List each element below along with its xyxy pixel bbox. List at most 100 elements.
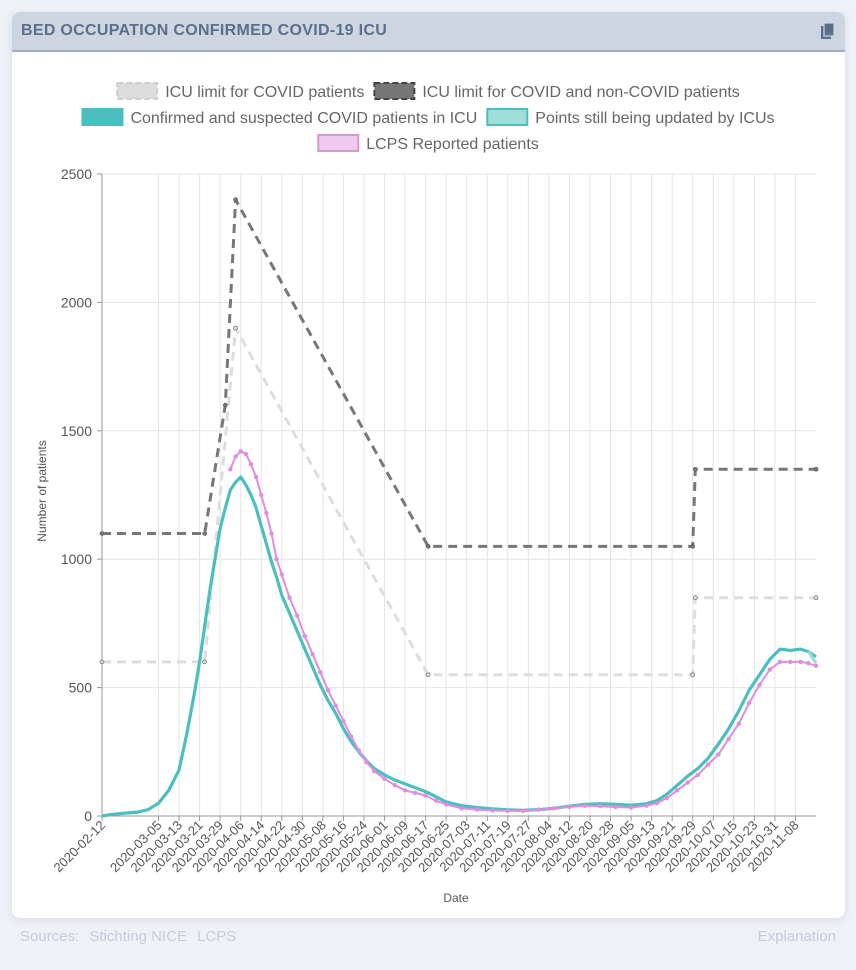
data-point [425,544,431,549]
data-point [692,595,698,601]
data-point [521,808,526,814]
chart-series [99,197,819,818]
data-point [202,659,207,665]
data-point [223,402,228,408]
legend-item[interactable]: Points still being updated by ICUs [486,108,775,127]
data-point [582,803,587,808]
footer: Sources: Stichting NICE LCPS Explanation [0,926,856,950]
data-point [813,663,819,668]
data-point [798,659,803,665]
data-point [777,659,783,665]
y-axis-label: Number of patients [35,440,49,541]
copy-icon[interactable] [819,22,837,40]
sources-label: Sources: [20,928,80,945]
data-point [233,325,238,331]
source-link-nice[interactable]: Stichting NICE [89,928,187,945]
data-point [628,805,634,810]
y-tick-label: 1500 [61,423,92,439]
data-point [325,688,331,693]
legend-swatch [81,108,124,126]
data-point [259,492,264,498]
data-point [726,736,731,742]
series-line [101,475,817,818]
data-point [253,474,259,480]
data-point [202,531,207,536]
data-point [238,449,243,454]
data-point [598,804,603,809]
data-point [233,454,238,459]
y-tick-label: 500 [69,680,93,696]
covid-limit-series [99,325,819,678]
legend-swatch [116,82,159,100]
data-point [243,451,248,457]
data-point [644,803,649,808]
data-point [287,595,292,600]
data-point [551,806,557,811]
data-point [425,672,431,678]
data-point [248,462,254,467]
y-tick-label: 0 [84,808,92,824]
data-point [413,790,418,796]
data-point [813,466,819,472]
data-point [690,672,696,678]
card-title: BED OCCUPATION CONFIRMED COVID-19 ICU [21,22,388,39]
data-point [348,734,354,739]
data-point [806,661,811,666]
data-point [692,466,698,472]
legend-item[interactable]: ICU limit for COVID and non-COVID patien… [373,82,740,101]
data-point [423,793,428,798]
data-point [690,544,696,549]
updating-points-series [806,650,818,665]
data-point [664,795,670,801]
data-point [382,776,387,781]
y-tick-label: 1000 [61,551,92,567]
data-point [459,806,464,811]
chart-axes: 2020-02-122020-03-052020-03-132020-03-21… [35,166,816,905]
data-point [295,613,300,618]
data-point [675,788,680,793]
data-point [99,531,105,536]
legend-swatch [373,82,416,100]
data-point [767,667,772,672]
y-tick-label: 2000 [61,294,92,310]
series-line [806,650,818,665]
legend-label: LCPS Reported patients [366,136,539,153]
legend-item[interactable]: LCPS Reported patients [317,134,539,153]
data-point [99,659,105,665]
chart-grid [101,173,816,817]
footer-sources: Sources: Stichting NICE LCPS [20,928,242,945]
legend-label: Confirmed and suspected COVID patients i… [130,110,477,127]
data-point [402,788,408,793]
data-point [567,804,572,810]
data-point [364,759,369,765]
data-point [788,659,793,665]
card-header: BED OCCUPATION CONFIRMED COVID-19 ICU [12,12,845,52]
legend-item[interactable]: Confirmed and suspected COVID patients i… [81,108,477,127]
data-point [233,197,238,202]
data-point [264,510,269,516]
data-point [716,752,721,757]
data-point [444,802,449,807]
data-point [705,762,711,767]
legend-label: ICU limit for COVID patients [165,84,364,101]
data-point [695,772,701,778]
data-point [372,768,377,774]
y-tick-label: 2500 [61,166,92,182]
series-line [102,198,816,548]
data-point [490,808,495,813]
data-point [333,703,338,708]
data-point [392,783,397,788]
explanation-link[interactable]: Explanation [757,928,836,945]
data-point [341,718,346,724]
data-point [613,804,618,810]
source-link-lcps[interactable]: LCPS [197,928,237,945]
legend-swatch [486,108,529,126]
icu-patients-series [101,475,817,818]
legend-item[interactable]: ICU limit for COVID patients [116,82,364,101]
data-point [279,572,284,577]
legend-label: ICU limit for COVID and non-COVID patien… [422,84,739,101]
data-point [757,682,762,688]
legend-label: Points still being updated by ICUs [535,110,774,127]
x-tick-label: 2020-02-12 [50,818,108,876]
chart-area: ICU limit for COVID patients ICU limit fo… [12,54,845,918]
